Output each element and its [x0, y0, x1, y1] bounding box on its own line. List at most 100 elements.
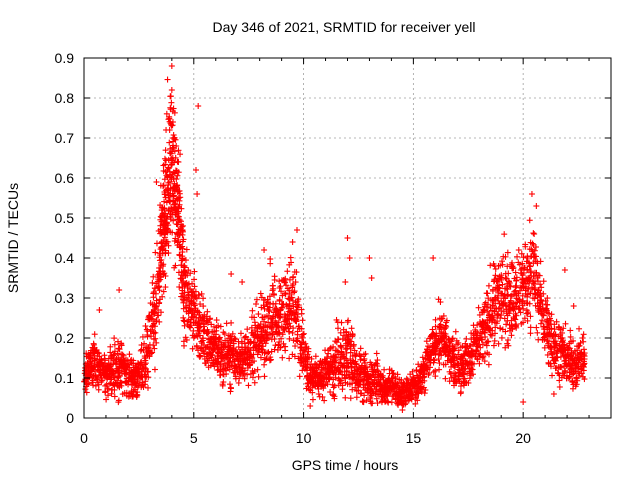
data-point — [93, 376, 100, 383]
data-point — [130, 388, 137, 395]
data-point — [112, 370, 119, 377]
data-point — [111, 341, 118, 348]
data-point — [150, 342, 157, 349]
data-point — [151, 323, 158, 330]
data-point — [167, 198, 174, 205]
data-point — [257, 290, 264, 297]
data-point — [121, 358, 128, 365]
data-point — [102, 389, 109, 396]
data-point — [161, 198, 168, 205]
data-point — [133, 393, 140, 400]
data-point — [267, 256, 274, 263]
data-point — [163, 226, 170, 233]
data-point — [227, 384, 234, 391]
data-point — [111, 335, 118, 342]
data-point — [91, 357, 98, 364]
data-point — [90, 341, 97, 348]
data-point — [166, 113, 173, 120]
data-point — [116, 346, 123, 353]
data-point — [276, 278, 283, 285]
data-point — [153, 339, 160, 346]
data-point — [149, 326, 156, 333]
data-point — [156, 277, 163, 284]
data-point — [99, 359, 106, 366]
data-point — [204, 308, 211, 315]
data-point — [166, 149, 173, 156]
data-point — [165, 250, 172, 257]
data-point — [91, 331, 98, 338]
data-point — [103, 374, 110, 381]
data-point — [151, 310, 158, 317]
data-point — [151, 345, 158, 352]
data-point — [272, 300, 279, 307]
data-point — [99, 367, 106, 374]
data-point — [299, 317, 306, 324]
data-point — [162, 273, 169, 280]
data-point — [133, 378, 140, 385]
data-point — [159, 293, 166, 300]
data-point — [148, 315, 155, 322]
data-point — [111, 393, 118, 400]
data-point — [286, 355, 293, 362]
data-point — [137, 347, 144, 354]
data-point — [160, 162, 167, 169]
data-point — [144, 384, 151, 391]
data-point — [117, 379, 124, 386]
data-point — [86, 374, 93, 381]
data-point — [162, 210, 169, 217]
data-points — [81, 63, 588, 413]
data-point — [156, 318, 163, 325]
data-point — [164, 76, 171, 83]
data-point — [244, 326, 251, 333]
data-point — [270, 285, 277, 292]
data-point — [170, 217, 177, 224]
data-point — [92, 382, 99, 389]
data-point — [253, 301, 260, 308]
data-point — [255, 311, 262, 318]
data-point — [129, 372, 136, 379]
data-point — [245, 382, 252, 389]
data-point — [156, 283, 163, 290]
data-point — [161, 205, 168, 212]
data-point — [125, 390, 132, 397]
data-point — [103, 381, 110, 388]
data-point — [117, 363, 124, 370]
data-point — [162, 284, 169, 291]
data-point — [237, 330, 244, 337]
data-point — [89, 377, 96, 384]
data-point — [167, 93, 174, 100]
data-point — [251, 379, 258, 386]
data-point — [163, 157, 170, 164]
data-point — [116, 369, 123, 376]
data-point — [109, 354, 116, 361]
data-point — [261, 373, 268, 380]
data-point — [217, 323, 224, 330]
data-point — [213, 317, 220, 324]
data-point — [152, 285, 159, 292]
data-point — [165, 222, 172, 229]
data-point — [193, 342, 200, 349]
data-point — [108, 390, 115, 397]
data-point — [85, 371, 92, 378]
data-point — [111, 348, 118, 355]
data-point — [103, 396, 110, 403]
data-point — [149, 349, 156, 356]
data-point — [103, 364, 110, 371]
data-point — [166, 178, 173, 185]
data-point — [228, 319, 235, 326]
data-point — [126, 351, 133, 358]
data-point — [105, 392, 112, 399]
data-point — [168, 99, 175, 106]
data-point — [197, 353, 204, 360]
data-point — [83, 389, 90, 396]
data-point — [160, 237, 167, 244]
data-point — [86, 367, 93, 374]
data-point — [142, 344, 149, 351]
data-point — [95, 350, 102, 357]
data-point — [105, 385, 112, 392]
data-point — [249, 307, 256, 314]
data-point — [130, 378, 137, 385]
data-point — [158, 309, 165, 316]
data-point — [144, 331, 151, 338]
